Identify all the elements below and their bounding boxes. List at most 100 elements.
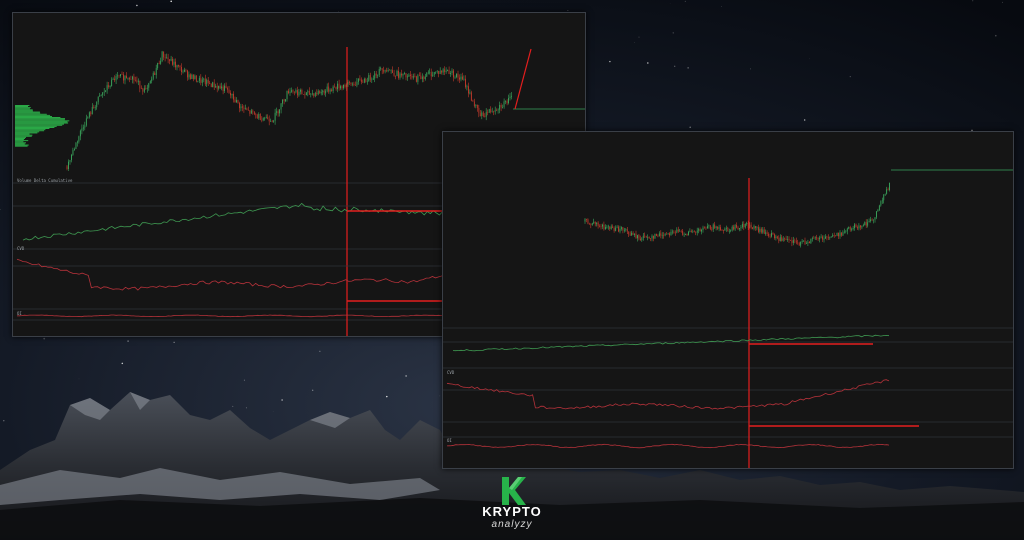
candle-body: [820, 236, 822, 238]
candle-body: [499, 105, 501, 110]
candle-body: [204, 78, 206, 85]
candle-body: [838, 233, 839, 237]
candle-body: [497, 109, 499, 111]
candle-body: [158, 63, 160, 64]
candle-body: [836, 233, 838, 236]
candle-body: [69, 160, 71, 162]
candle-body: [307, 91, 309, 93]
left-pane2-title: CVD: [17, 246, 25, 251]
candle-body: [774, 234, 775, 238]
candle-body: [661, 235, 663, 236]
candle-body: [283, 99, 285, 102]
candle-body: [368, 75, 370, 82]
candle-body: [91, 107, 93, 115]
candle-body: [427, 72, 429, 74]
candle-body: [245, 108, 246, 110]
candle-body: [806, 243, 807, 244]
candle-body: [109, 86, 111, 87]
candle-body: [142, 88, 144, 92]
candle-body: [377, 75, 379, 76]
candle-body: [769, 236, 771, 237]
candle-body: [459, 77, 460, 80]
candle-body: [629, 234, 631, 236]
candle-body: [833, 235, 835, 236]
right-chart-panel: CVD OI: [442, 131, 1014, 469]
candle-body: [819, 237, 821, 240]
star: [684, 0, 686, 2]
candle-body: [313, 93, 315, 97]
star: [1002, 1, 1003, 3]
star: [405, 375, 407, 377]
candle-body: [809, 241, 810, 243]
candle-body: [143, 88, 145, 92]
candle-body: [181, 67, 182, 72]
candle-body: [724, 228, 726, 231]
left-pane3-title: OI: [17, 311, 22, 316]
candle-body: [588, 223, 590, 225]
candle-body: [826, 236, 828, 238]
candle-body: [410, 74, 411, 76]
candle-body: [201, 79, 203, 83]
candle-body: [487, 112, 489, 113]
volume-profile-bar: [15, 143, 25, 145]
candle-body: [795, 240, 797, 243]
candle-body: [657, 235, 659, 237]
candle-body: [140, 88, 142, 90]
candle-body: [430, 72, 432, 77]
candle-body: [466, 86, 468, 88]
candle-body: [600, 226, 602, 227]
star: [995, 34, 997, 37]
candle-body: [166, 57, 168, 59]
candle-body: [494, 110, 496, 112]
volume-profile-bar: [15, 113, 47, 115]
candle-body: [779, 237, 781, 242]
candle-body: [355, 85, 356, 86]
volume-profile-bar: [15, 127, 55, 128]
candle-body: [213, 82, 215, 88]
candle-body: [698, 229, 700, 231]
candle-body: [188, 74, 190, 78]
candle-body: [602, 224, 603, 227]
candle-body: [603, 224, 605, 230]
candle-body: [752, 227, 753, 229]
candle-body: [584, 219, 586, 222]
candle-body: [618, 226, 619, 232]
candle-body: [641, 238, 643, 241]
candle-body: [750, 224, 752, 228]
candle-body: [597, 222, 599, 226]
star: [127, 340, 129, 342]
candle-body: [454, 77, 456, 78]
volume-profile-bar: [15, 131, 40, 133]
candle-body: [337, 83, 338, 90]
candle-body: [262, 118, 264, 121]
candle-body: [280, 103, 282, 110]
candle-body: [787, 239, 788, 240]
candle-body: [414, 76, 416, 77]
candle-body: [460, 76, 462, 80]
candle-body: [676, 229, 678, 233]
candle-body: [291, 90, 292, 92]
candle-body: [172, 58, 173, 65]
candle-body: [233, 93, 234, 100]
candle-body: [78, 136, 80, 142]
candle-body: [145, 88, 147, 89]
volume-profile-bar: [15, 145, 28, 147]
mountain-range: [0, 392, 1024, 540]
candle-body: [445, 70, 447, 72]
candle-body: [88, 112, 90, 118]
foreground-slope: [0, 498, 1024, 540]
candle-body: [482, 112, 484, 116]
candle-body: [792, 240, 794, 243]
candle-body: [797, 242, 799, 244]
star: [43, 337, 46, 340]
candle-body: [198, 77, 200, 82]
candle-body: [743, 223, 745, 228]
candle-body: [488, 109, 490, 113]
candle-body: [71, 154, 72, 161]
candle-body: [369, 75, 371, 80]
candle-body: [386, 70, 388, 72]
candle-body: [658, 233, 660, 237]
candle-body: [857, 227, 858, 229]
candle-body: [468, 86, 469, 94]
candle-body: [249, 110, 251, 114]
